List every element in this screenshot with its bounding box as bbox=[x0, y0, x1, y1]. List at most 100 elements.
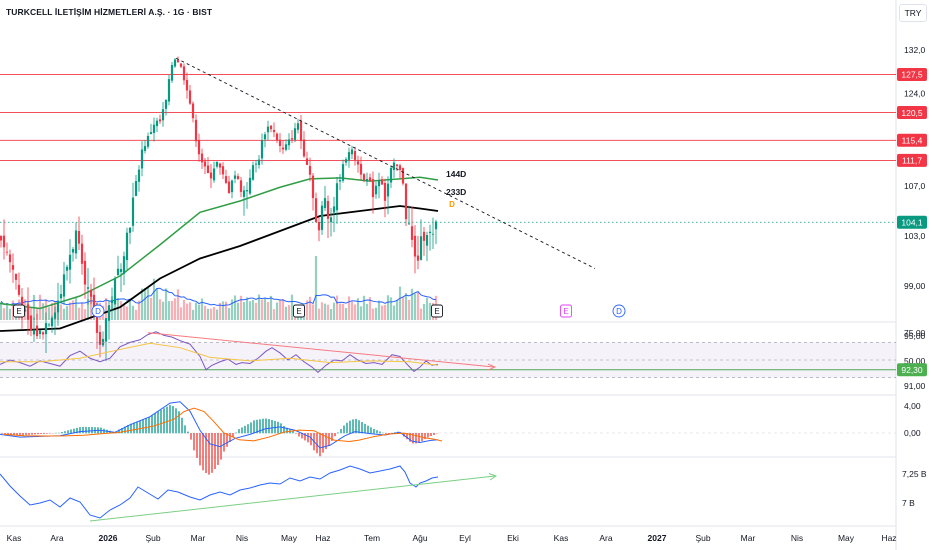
candle-body bbox=[257, 159, 261, 166]
candle-body bbox=[356, 161, 360, 165]
volume-bar bbox=[140, 288, 144, 320]
macd-histogram-bar bbox=[355, 418, 357, 434]
candle-body bbox=[143, 146, 147, 151]
candle-body bbox=[212, 168, 216, 181]
candle-body bbox=[332, 206, 336, 213]
candle-body bbox=[362, 174, 366, 180]
volume-bar bbox=[347, 296, 351, 320]
time-axis-tick: Mar bbox=[191, 533, 206, 543]
volume-bar bbox=[167, 301, 171, 320]
volume-bar bbox=[428, 302, 432, 320]
time-axis-tick: 2026 bbox=[99, 533, 118, 543]
candle-body bbox=[224, 176, 228, 183]
volume-bar bbox=[182, 300, 186, 320]
candle-body bbox=[272, 129, 276, 133]
volume-bar bbox=[311, 304, 315, 320]
candle-body bbox=[392, 162, 396, 170]
candle-body bbox=[335, 183, 339, 211]
time-axis-tick: Haz bbox=[881, 533, 896, 543]
volume-bar bbox=[116, 298, 120, 320]
volume-bar bbox=[80, 302, 84, 320]
candle-body bbox=[425, 235, 429, 246]
macd-histogram-bar bbox=[31, 433, 33, 435]
macd-histogram-bar bbox=[181, 417, 183, 434]
macd-histogram-bar bbox=[418, 433, 420, 443]
macd-histogram-bar bbox=[76, 427, 78, 434]
macd-histogram-bar bbox=[322, 433, 324, 453]
volume-bar bbox=[11, 300, 15, 320]
candle-body bbox=[389, 167, 393, 183]
price-level-label-text: 127,5 bbox=[901, 70, 923, 80]
macd-histogram-bar bbox=[166, 406, 168, 434]
candle-body bbox=[233, 175, 237, 179]
candle-body bbox=[53, 312, 57, 319]
price-level-label-text: 120,5 bbox=[901, 108, 923, 118]
candle-body bbox=[359, 163, 363, 175]
candle-body bbox=[125, 232, 129, 261]
volume-bar bbox=[341, 303, 345, 320]
volume-bar bbox=[158, 299, 162, 320]
macd-histogram-bar bbox=[379, 431, 381, 434]
currency-button[interactable]: TRY bbox=[899, 4, 927, 22]
volume-bar bbox=[173, 298, 177, 320]
macd-histogram-bar bbox=[16, 433, 18, 436]
time-axis-tick: Eki bbox=[507, 533, 519, 543]
macd-histogram-bar bbox=[157, 411, 159, 434]
price-level-label bbox=[897, 363, 927, 377]
volume-bar bbox=[176, 289, 180, 320]
volume-bar bbox=[260, 299, 264, 320]
volume-bar bbox=[170, 300, 174, 320]
volume-bar bbox=[371, 308, 375, 320]
volume-bar bbox=[191, 309, 195, 320]
candle-body bbox=[410, 226, 414, 240]
volume-bar bbox=[128, 299, 132, 320]
macd-histogram-bar bbox=[271, 419, 273, 434]
macd-histogram-bar bbox=[298, 433, 300, 437]
macd-histogram-bar bbox=[310, 433, 312, 446]
macd-histogram-bar bbox=[409, 433, 411, 442]
volume-bar bbox=[329, 309, 333, 320]
earnings-marker bbox=[560, 304, 572, 318]
volume-bar bbox=[317, 308, 321, 320]
volume-bar bbox=[353, 304, 357, 320]
macd-histogram-bar bbox=[340, 428, 342, 434]
candle-body bbox=[275, 133, 279, 141]
candle-body bbox=[122, 256, 126, 274]
macd-histogram-bar bbox=[154, 413, 156, 434]
macd-histogram-bar bbox=[232, 433, 234, 438]
time-axis-tick: Kas bbox=[554, 533, 569, 543]
candle-body bbox=[428, 231, 432, 234]
macd-histogram-bar bbox=[238, 429, 240, 434]
macd-histogram-bar bbox=[82, 426, 84, 434]
dividend-event-marker bbox=[91, 304, 105, 318]
volume-bar bbox=[74, 297, 78, 320]
volume-bar bbox=[194, 302, 198, 320]
earnings-marker bbox=[293, 304, 305, 318]
obv-axis-tick: 7,25 B bbox=[902, 469, 927, 479]
volume-bar bbox=[335, 295, 339, 320]
price-level-label bbox=[897, 106, 927, 120]
macd-histogram-bar bbox=[280, 423, 282, 434]
macd-histogram-bar bbox=[43, 433, 45, 434]
price-level-label-text: 92,30 bbox=[901, 365, 923, 375]
volume-bar bbox=[344, 307, 348, 320]
current-price-label bbox=[897, 215, 927, 229]
macd-histogram-bar bbox=[358, 420, 360, 434]
candle-body bbox=[173, 59, 177, 67]
volume-bar bbox=[269, 295, 273, 320]
macd-histogram-bar bbox=[346, 422, 348, 434]
candle-body bbox=[113, 278, 117, 305]
volume-bar bbox=[137, 300, 141, 320]
obv-trendline-arrow bbox=[488, 473, 498, 481]
candle-body bbox=[23, 309, 27, 312]
volume-bar bbox=[254, 302, 258, 320]
macd-histogram-bar bbox=[226, 433, 228, 447]
macd-histogram-bar bbox=[178, 411, 180, 434]
macd-histogram-bar bbox=[67, 430, 69, 434]
volume-bar bbox=[233, 295, 237, 320]
macd-histogram-bar bbox=[7, 433, 9, 435]
volume-ma-line bbox=[0, 287, 437, 307]
volume-bar bbox=[416, 292, 420, 320]
candle-body bbox=[422, 231, 426, 241]
